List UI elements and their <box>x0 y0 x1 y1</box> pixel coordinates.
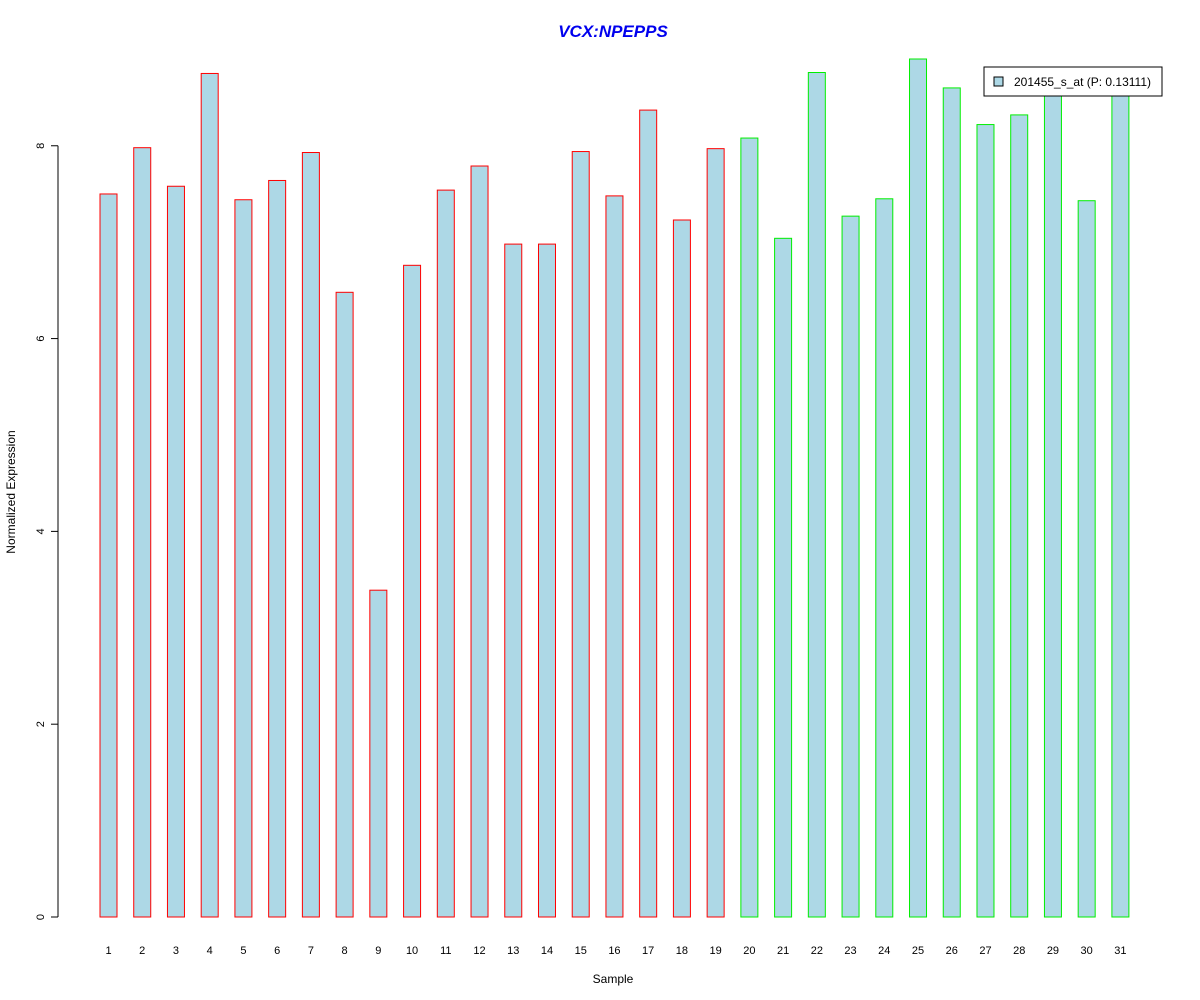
bar-sample-18 <box>672 219 691 918</box>
bar-sample-9 <box>369 589 388 918</box>
chart-title: VCX:NPEPPS <box>558 22 668 41</box>
x-tick-label: 15 <box>575 945 587 957</box>
bar-sample-27 <box>976 124 995 918</box>
bar-sample-28 <box>1010 114 1029 918</box>
x-tick-label: 1 <box>105 945 111 957</box>
bar-sample-23 <box>841 215 860 918</box>
bar-sample-10 <box>403 264 422 918</box>
x-tick-label: 23 <box>844 945 856 957</box>
legend-swatch <box>993 76 1004 87</box>
x-tick-label: 7 <box>308 945 314 957</box>
bar-sample-19 <box>706 148 725 918</box>
y-axis-label: Normalized Expression <box>4 430 18 553</box>
bar-sample-20 <box>740 137 759 918</box>
x-tick-labels: 1 2 3 4 5 6 7 8 9 10 11 12 13 14 15 16 17 18 19 20 21 22 23 24 2… <box>105 945 1126 957</box>
bar-sample-21 <box>774 237 793 918</box>
x-tick-label: 27 <box>979 945 991 957</box>
bar-sample-7 <box>301 152 320 918</box>
x-tick-label: 30 <box>1081 945 1093 957</box>
x-tick-label: 29 <box>1047 945 1059 957</box>
x-tick-label: 4 <box>207 945 213 957</box>
bar-sample-31 <box>1111 91 1130 918</box>
x-tick-label: 8 <box>342 945 348 957</box>
x-tick-label: 14 <box>541 945 553 957</box>
bar-sample-16 <box>605 195 624 918</box>
bar-sample-29 <box>1043 91 1062 918</box>
bar-sample-3 <box>166 185 185 918</box>
x-tick-label: 19 <box>710 945 722 957</box>
bar-sample-17 <box>639 109 658 918</box>
bar-sample-12 <box>470 165 489 918</box>
x-tick-label: 20 <box>743 945 755 957</box>
bar-sample-25 <box>909 58 928 918</box>
bar-sample-4 <box>200 72 219 918</box>
bar-sample-14 <box>537 243 556 918</box>
x-tick-label: 13 <box>507 945 519 957</box>
x-tick-label: 24 <box>878 945 890 957</box>
x-tick-label: 25 <box>912 945 924 957</box>
x-tick-label: 22 <box>811 945 823 957</box>
bar-sample-13 <box>504 243 523 918</box>
y-tick-label: 4 <box>35 528 47 534</box>
x-tick-label: 2 <box>139 945 145 957</box>
x-tick-label: 28 <box>1013 945 1025 957</box>
x-tick-label: 10 <box>406 945 418 957</box>
bar-sample-24 <box>875 198 894 918</box>
x-tick-label: 9 <box>375 945 381 957</box>
y-tick-label: 8 <box>35 143 47 149</box>
y-tick-label: 2 <box>35 721 47 727</box>
x-tick-label: 31 <box>1114 945 1126 957</box>
bar-sample-2 <box>133 147 152 918</box>
bar-sample-15 <box>571 151 590 918</box>
x-tick-label: 11 <box>440 945 451 957</box>
bar-sample-11 <box>436 189 455 918</box>
bars <box>99 58 1130 918</box>
bar-sample-8 <box>335 291 354 918</box>
bar-sample-30 <box>1077 200 1096 918</box>
x-tick-label: 18 <box>676 945 688 957</box>
x-tick-label: 5 <box>240 945 246 957</box>
x-tick-label: 26 <box>946 945 958 957</box>
y-tick-label: 6 <box>35 336 47 342</box>
y-tick-label: 0 <box>35 914 47 920</box>
bar-sample-5 <box>234 199 253 918</box>
legend-label: 201455_s_at (P: 0.13111) <box>1014 75 1151 89</box>
x-tick-label: 16 <box>608 945 620 957</box>
legend: 201455_s_at (P: 0.13111) <box>983 66 1163 97</box>
x-axis-label: Sample <box>593 972 634 986</box>
y-axis: 0 2 4 6 8 <box>35 143 59 920</box>
bar-sample-6 <box>268 179 287 918</box>
legend-box <box>983 66 1163 97</box>
x-tick-label: 6 <box>274 945 280 957</box>
x-tick-label: 17 <box>642 945 654 957</box>
x-tick-label: 12 <box>473 945 485 957</box>
bar-sample-26 <box>942 87 961 918</box>
bar-sample-22 <box>807 72 826 918</box>
x-tick-label: 3 <box>173 945 179 957</box>
x-tick-label: 21 <box>777 945 789 957</box>
bar-sample-1 <box>99 193 118 918</box>
